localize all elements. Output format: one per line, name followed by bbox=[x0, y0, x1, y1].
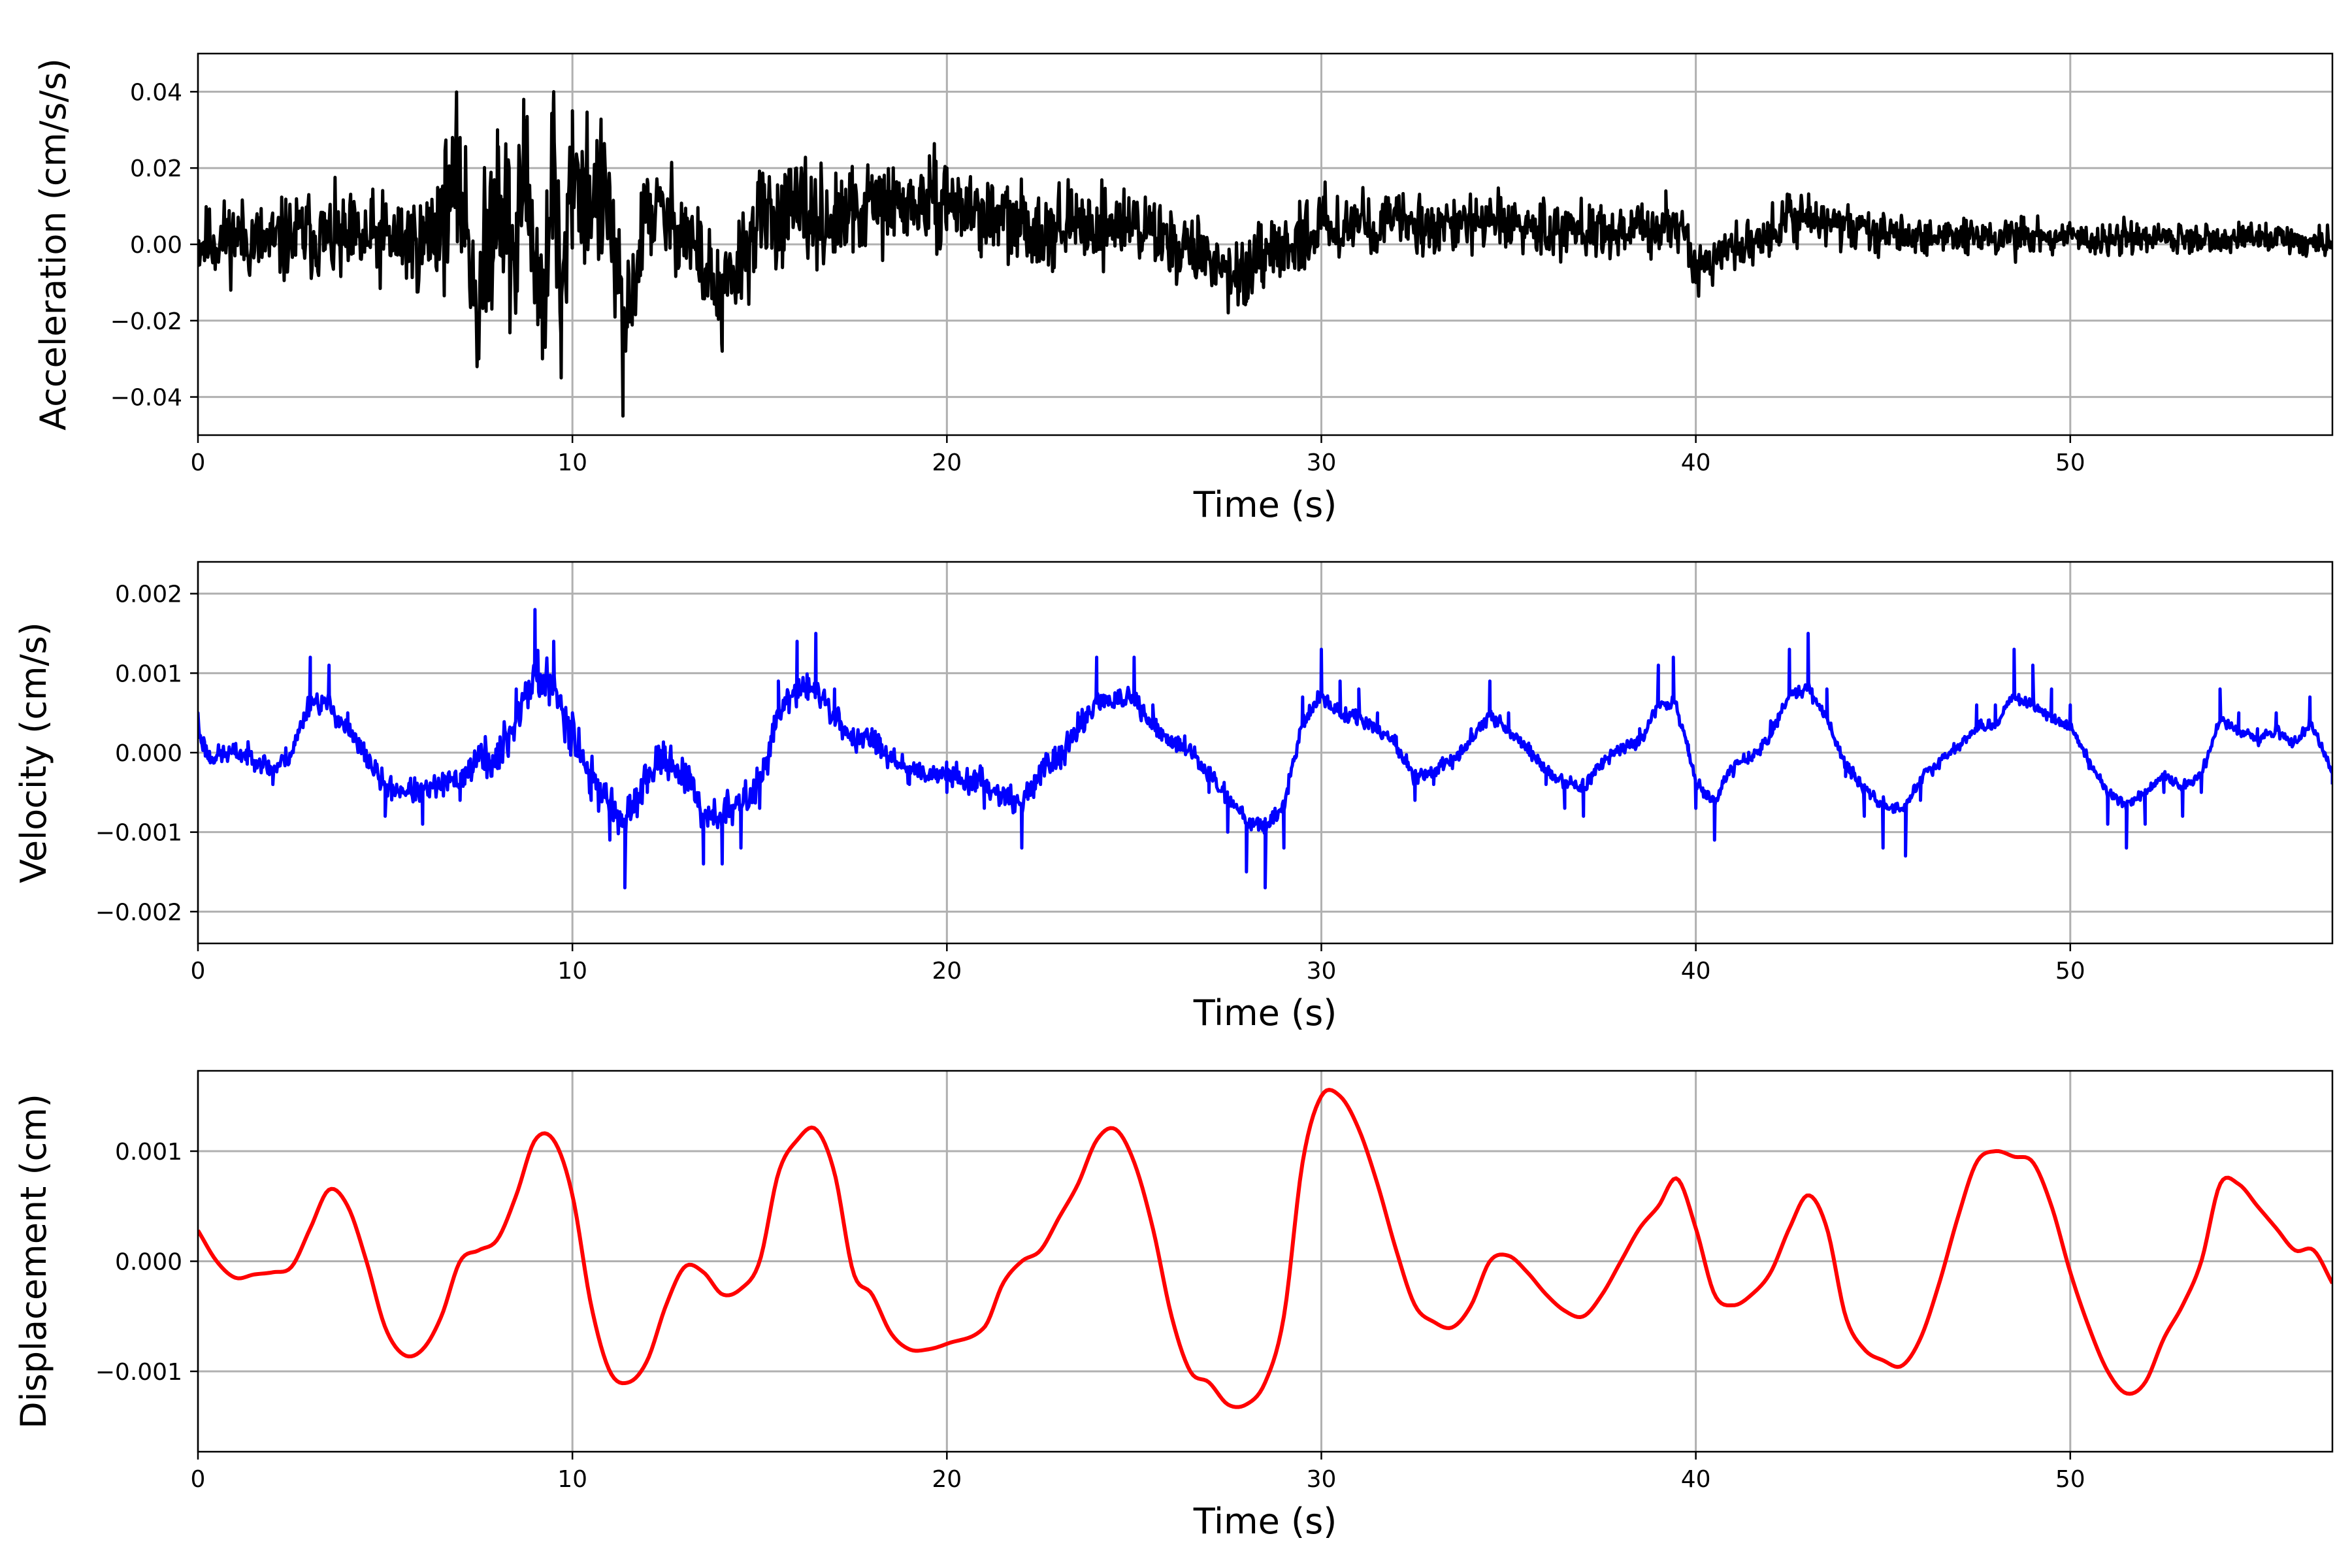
acceleration-x-tick-label: 50 bbox=[2055, 449, 2085, 476]
velocity-x-tick-label: 50 bbox=[2055, 958, 2085, 985]
displacement-x-tick-label: 30 bbox=[1307, 1466, 1337, 1493]
displacement-y-axis-label: Displacement (cm) bbox=[13, 1094, 54, 1429]
velocity-y-tick-label: 0.000 bbox=[115, 740, 182, 767]
velocity-series-line bbox=[198, 608, 2332, 890]
displacement-x-tick-label: 10 bbox=[557, 1466, 587, 1493]
velocity-y-axis-label: Velocity (cm/s) bbox=[13, 622, 54, 883]
acceleration-series-line bbox=[198, 90, 2332, 418]
acceleration-x-tick-label: 30 bbox=[1307, 449, 1337, 476]
displacement-x-tick-label: 50 bbox=[2055, 1466, 2085, 1493]
acceleration-y-tick-label: 0.02 bbox=[130, 155, 182, 182]
acceleration-panel: 0 10 20 30 40 50 −0.04 −0.02 0.00 0.02 0.04 Time (s… bbox=[33, 52, 2334, 525]
velocity-y-tick-label: 0.001 bbox=[115, 661, 182, 687]
velocity-y-tick-label: 0.002 bbox=[115, 581, 182, 608]
displacement-series-line bbox=[198, 1088, 2332, 1409]
velocity-y-tick-label: −0.002 bbox=[95, 899, 182, 926]
acceleration-x-tick-label: 20 bbox=[932, 449, 962, 476]
displacement-x-tick-label: 40 bbox=[1681, 1466, 1711, 1493]
acceleration-y-tick-label: −0.02 bbox=[110, 308, 182, 335]
acceleration-x-axis-label: Time (s) bbox=[1193, 484, 1337, 525]
displacement-x-tick-label: 20 bbox=[932, 1466, 962, 1493]
velocity-x-tick-label: 10 bbox=[557, 958, 587, 985]
displacement-y-tick-label: −0.001 bbox=[95, 1359, 182, 1386]
velocity-y-tick-label: −0.001 bbox=[95, 820, 182, 847]
velocity-x-axis-label: Time (s) bbox=[1193, 992, 1337, 1034]
displacement-y-tick-label: 0.000 bbox=[115, 1249, 182, 1276]
displacement-x-tick-label: 0 bbox=[191, 1466, 206, 1493]
velocity-x-tick-label: 40 bbox=[1681, 958, 1711, 985]
acceleration-x-tick-label: 0 bbox=[191, 449, 206, 476]
velocity-x-tick-label: 0 bbox=[191, 958, 206, 985]
velocity-x-tick-label: 20 bbox=[932, 958, 962, 985]
velocity-x-tick-label: 30 bbox=[1307, 958, 1337, 985]
displacement-x-axis-label: Time (s) bbox=[1193, 1501, 1337, 1542]
acceleration-x-tick-label: 10 bbox=[557, 449, 587, 476]
velocity-panel: 0 10 20 30 40 50 −0.002 −0.001 0.000 0.001 0.002 Ti… bbox=[13, 561, 2334, 1034]
acceleration-y-axis-label: Acceleration (cm/s/s) bbox=[33, 58, 74, 431]
acceleration-x-tick-label: 40 bbox=[1681, 449, 1711, 476]
acceleration-y-tick-label: −0.04 bbox=[110, 385, 182, 412]
displacement-y-tick-label: 0.001 bbox=[115, 1139, 182, 1166]
displacement-panel: 0 10 20 30 40 50 −0.001 0.000 0.001 Time (s) Displ… bbox=[13, 1070, 2334, 1542]
acceleration-y-tick-label: 0.00 bbox=[130, 232, 182, 259]
acceleration-y-tick-label: 0.04 bbox=[130, 79, 182, 106]
